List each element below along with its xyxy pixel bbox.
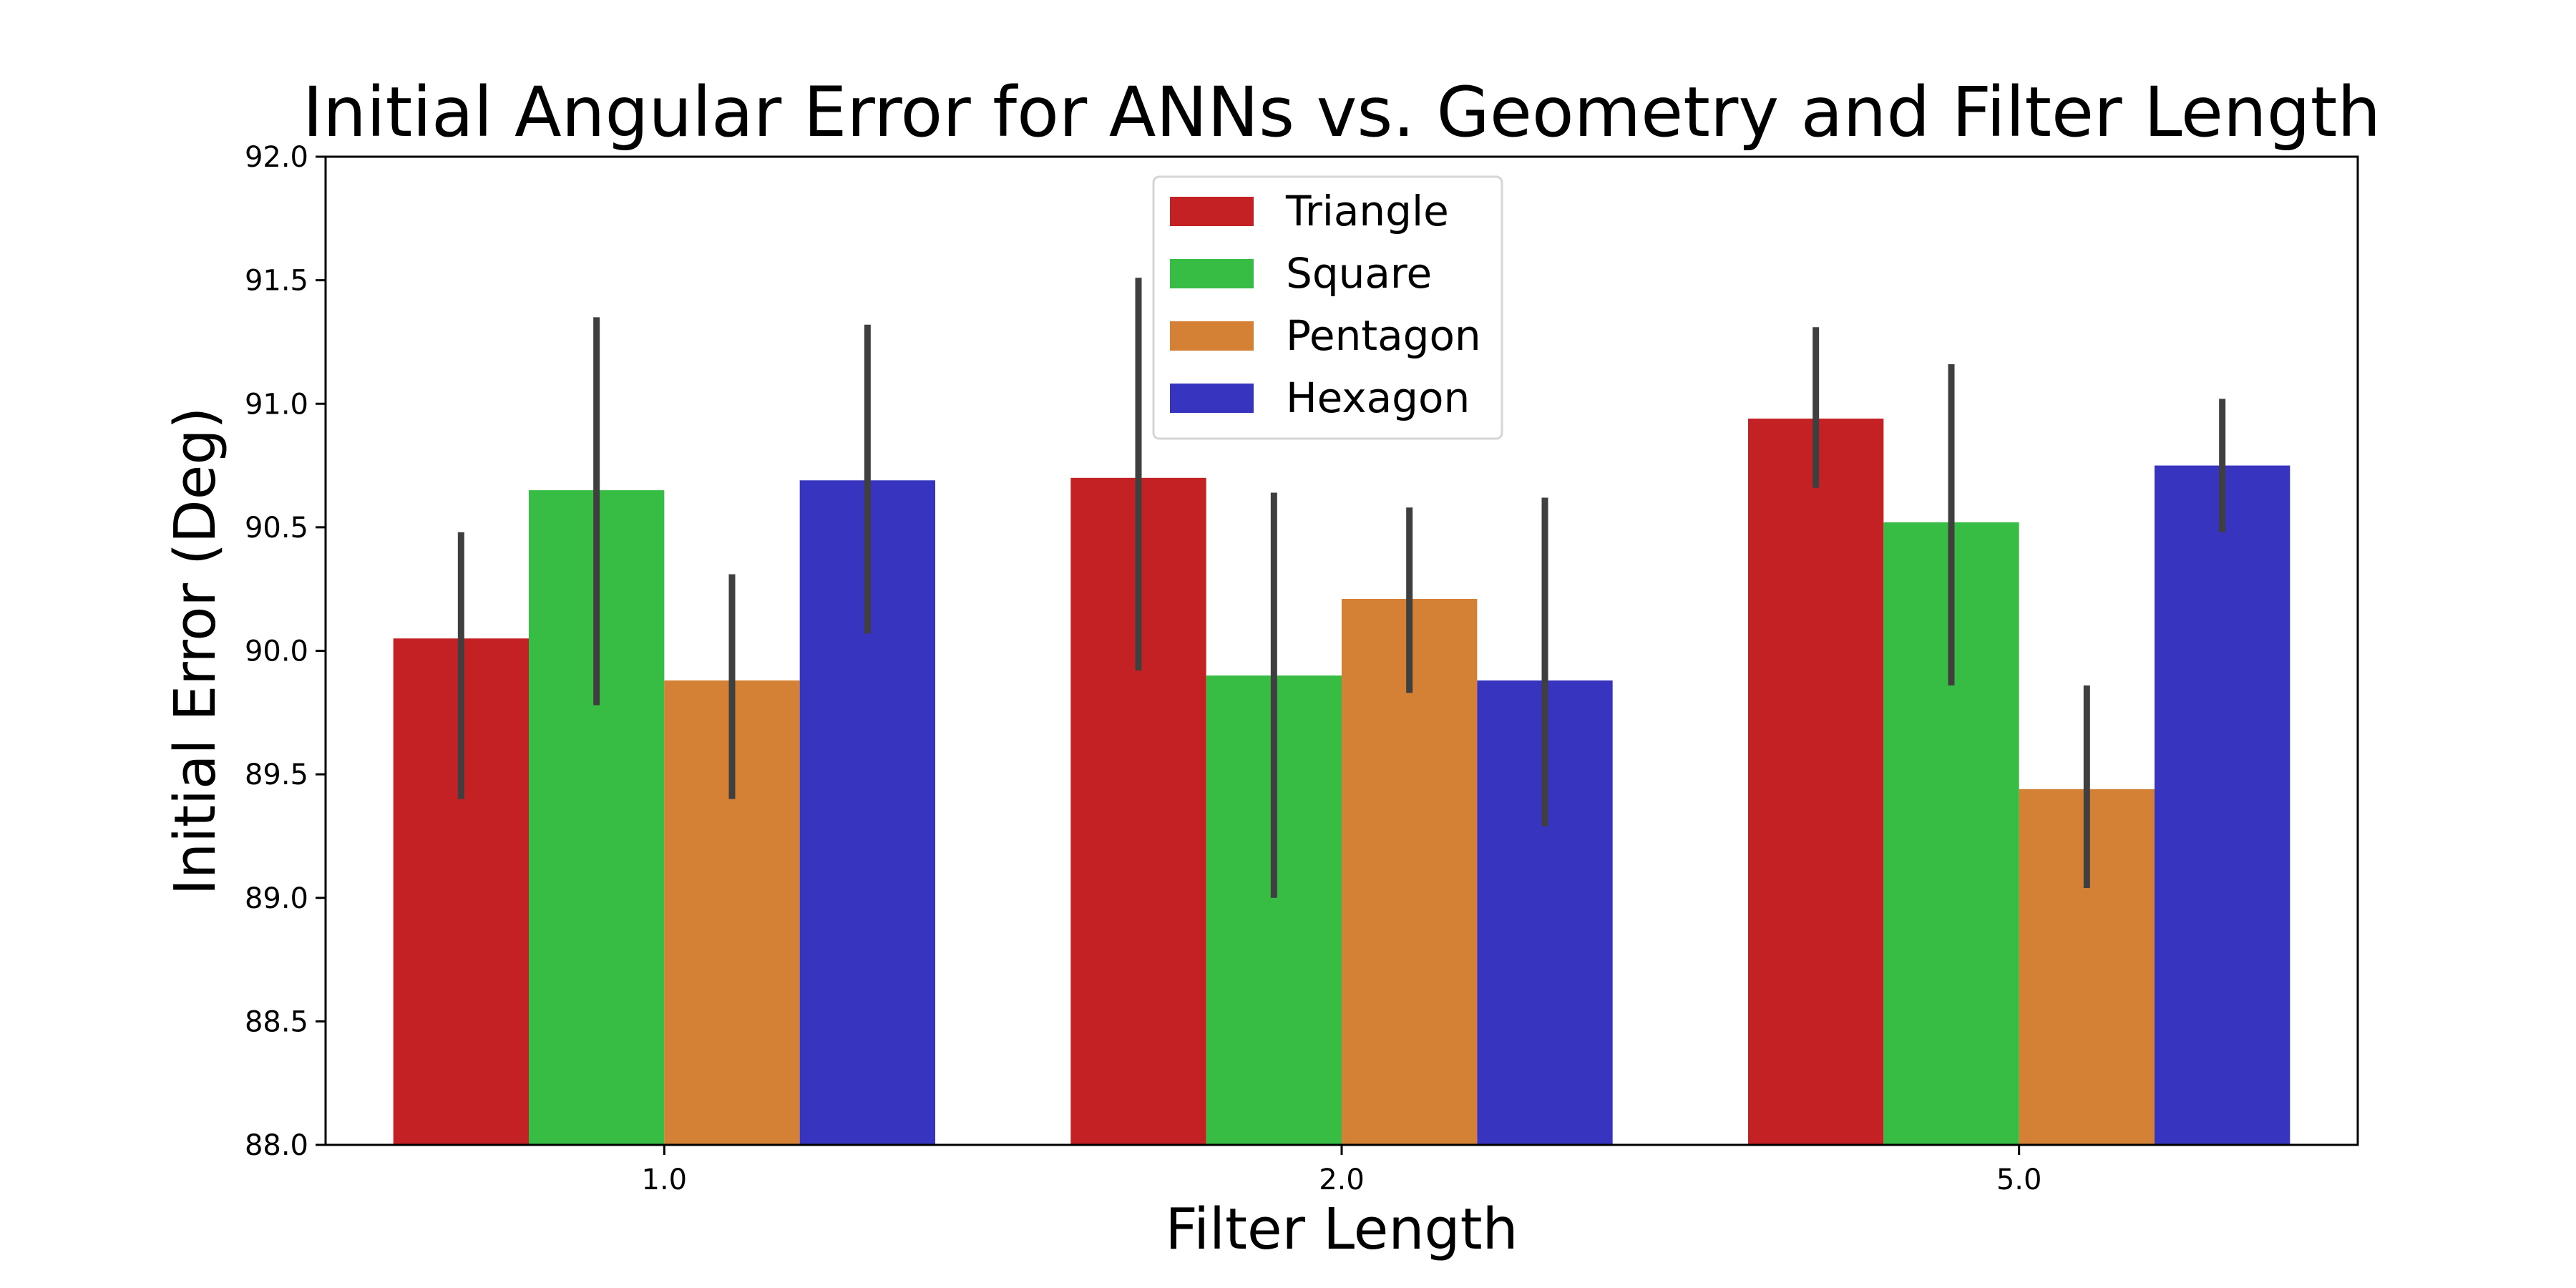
legend-swatch-triangle: [1170, 197, 1254, 226]
legend-box: [1152, 175, 1503, 440]
y-tick-label: 90.0: [245, 635, 308, 668]
error-bars-layer: [457, 278, 2226, 898]
y-tick-label: 88.0: [245, 1129, 308, 1162]
chart-title: Initial Angular Error for ANNs vs. Geome…: [303, 72, 2381, 152]
y-axis-label: Initial Error (Deg): [162, 407, 228, 896]
legend-label-pentagon: Pentagon: [1286, 311, 1481, 360]
bar-triangle-5.0: [1748, 418, 1884, 1145]
legend-swatch-square: [1170, 259, 1254, 288]
y-tick-label: 89.5: [245, 758, 308, 791]
y-axis: 88.0 88.5 89.0 89.5 90.0 90.5 91.0 91.5 92.0: [245, 141, 326, 1162]
legend-swatch-pentagon: [1170, 321, 1254, 351]
y-tick-label: 91.0: [245, 388, 308, 421]
y-tick-label: 90.5: [245, 512, 308, 545]
bars-layer: [393, 418, 2290, 1145]
legend-label-triangle: Triangle: [1285, 187, 1449, 235]
y-tick-label: 89.0: [245, 882, 308, 915]
y-tick-label: 91.5: [245, 265, 308, 298]
x-axis-label: Filter Length: [1165, 1196, 1518, 1262]
y-tick-label: 92.0: [245, 141, 308, 174]
bar-hexagon-5.0: [2155, 465, 2290, 1145]
x-axis: 1.0 2.0 5.0: [642, 1145, 2042, 1196]
x-tick-label: 5.0: [1996, 1163, 2042, 1196]
legend-label-hexagon: Hexagon: [1286, 374, 1470, 422]
legend: Triangle Square Pentagon Hexagon: [1152, 175, 1503, 440]
y-tick-label: 88.5: [245, 1005, 308, 1038]
legend-label-square: Square: [1286, 249, 1432, 298]
x-tick-label: 2.0: [1319, 1163, 1365, 1196]
x-tick-label: 1.0: [642, 1163, 688, 1196]
legend-swatch-hexagon: [1170, 384, 1254, 413]
